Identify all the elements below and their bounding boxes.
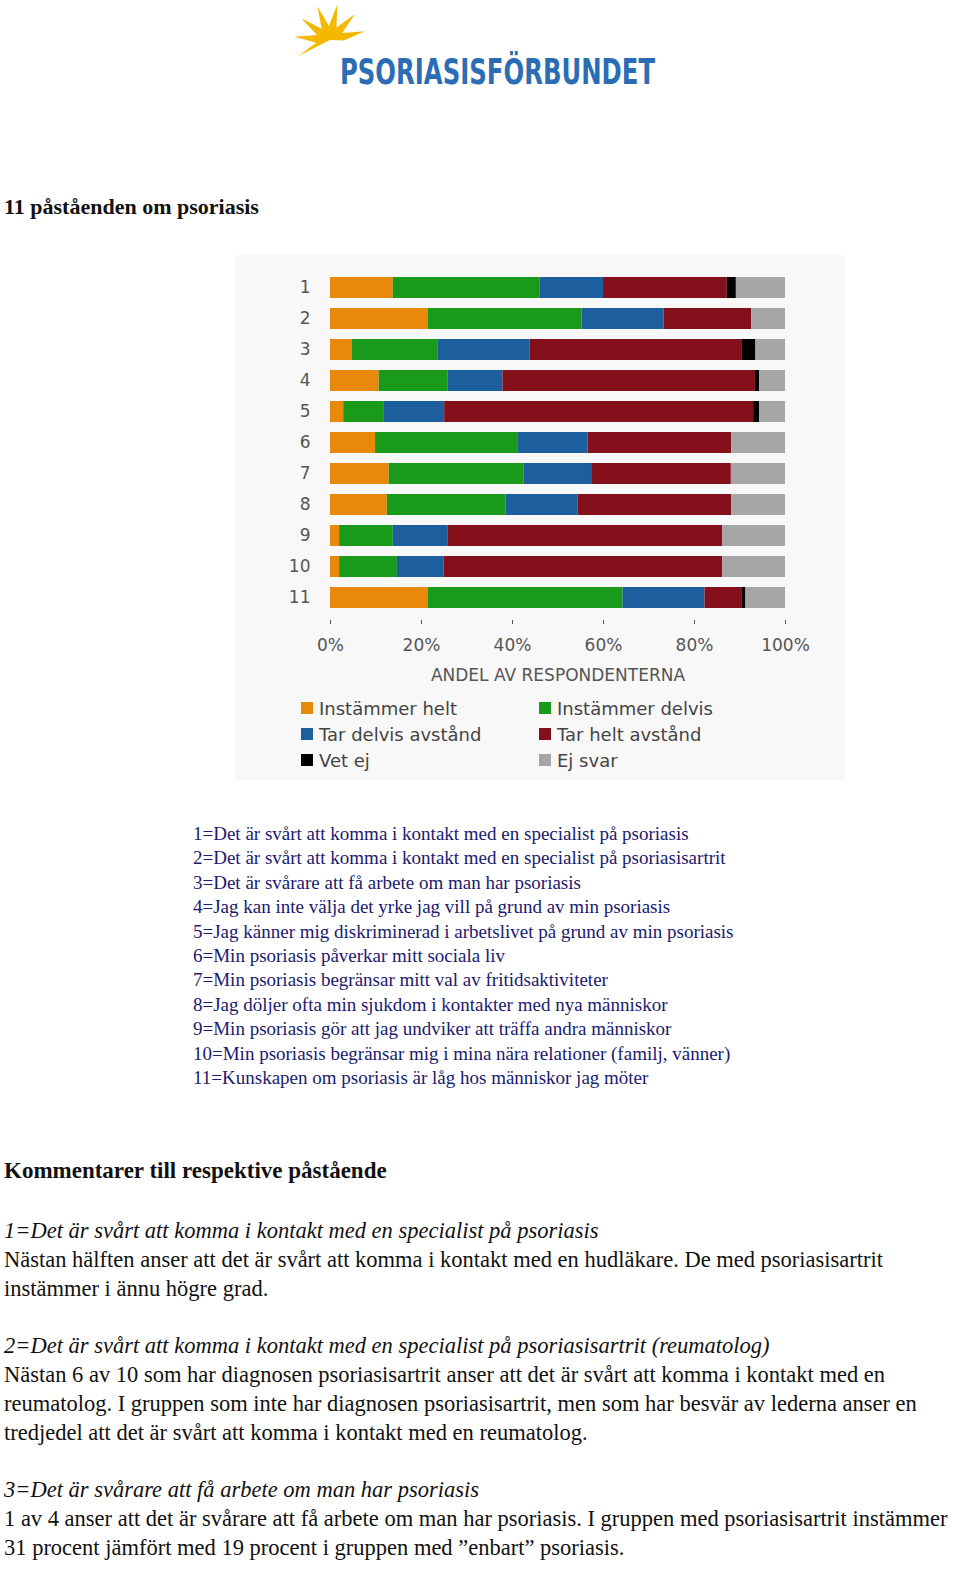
html-text:Instämmer helt: Instämmer helt — [319, 697, 457, 719]
svg-text:11: 11 — [289, 587, 311, 607]
html-text:Tar delvis avstånd: Tar delvis avstånd — [319, 723, 482, 745]
svg-text:0%: 0% — [317, 635, 344, 655]
html-text:10=Min psoriasis begränsar mig: 10=Min psoriasis begränsar mig i mina nä… — [193, 1042, 731, 1064]
svg-text:8: 8 — [300, 494, 311, 514]
html-text:5=Jag känner mig diskriminerad: 5=Jag känner mig diskriminerad i arbetsl… — [193, 920, 734, 942]
html-text:11=Kunskapen om psoriasis är l: 11=Kunskapen om psoriasis är låg hos män… — [193, 1067, 649, 1089]
svg-text:ANDEL AV RESPONDENTERNA: ANDEL AV RESPONDENTERNA — [431, 665, 686, 685]
html-text:3=Det är svårare att få arbete: 3=Det är svårare att få arbete om man ha… — [4, 1477, 479, 1502]
svg-text:20%: 20% — [403, 635, 441, 655]
svg-text:9: 9 — [300, 525, 311, 545]
html-text:Ej svar: Ej svar — [557, 749, 618, 771]
svg-text:1: 1 — [300, 277, 311, 297]
html-text:Kommentarer till respektive på: Kommentarer till respektive påstående — [4, 1158, 387, 1183]
html-text:Vet ej: Vet ej — [319, 749, 370, 771]
svg-text:100%: 100% — [761, 635, 810, 655]
svg-text:60%: 60% — [585, 635, 623, 655]
svg-text:5: 5 — [300, 401, 311, 421]
html-text:1=Det är svårt att komma i kon: 1=Det är svårt att komma i kontakt med e… — [193, 823, 689, 844]
html-text:4=Jag kan inte välja det yrke: 4=Jag kan inte välja det yrke jag vill p… — [193, 896, 671, 918]
html-text:Nästan 6 av 10 som har diagnos: Nästan 6 av 10 som har diagnosen psorias… — [4, 1362, 917, 1445]
html-text:8=Jag döljer ofta min sjukdom: 8=Jag döljer ofta min sjukdom i kontakte… — [193, 993, 668, 1015]
svg-text:4: 4 — [300, 370, 311, 390]
svg-text:80%: 80% — [676, 635, 714, 655]
html-text:Nästan hälften anser att det ä: Nästan hälften anser att det är svårt at… — [4, 1247, 884, 1301]
svg-text:40%: 40% — [494, 635, 532, 655]
html-text:3=Det är svårare att få arbete: 3=Det är svårare att få arbete om man ha… — [193, 871, 581, 893]
svg-text:2: 2 — [300, 308, 311, 328]
html-text:9=Min psoriasis gör att jag un: 9=Min psoriasis gör att jag undviker att… — [193, 1018, 672, 1040]
svg-text:10: 10 — [289, 556, 311, 576]
html-text:1=Det är svårt att komma i kon: 1=Det är svårt att komma i kontakt med e… — [4, 1218, 599, 1243]
svg-text:7: 7 — [300, 463, 311, 483]
html-text:7=Min psoriasis begränsar mitt: 7=Min psoriasis begränsar mitt val av fr… — [193, 969, 608, 991]
svg-text:3: 3 — [300, 339, 311, 359]
html-text:Tar helt avstånd: Tar helt avstånd — [557, 723, 702, 745]
svg-text:6: 6 — [300, 432, 311, 452]
html-text:2=Det är svårt att komma i kon: 2=Det är svårt att komma i kontakt med e… — [4, 1333, 770, 1358]
html-text:11 påståenden om psoriasis: 11 påståenden om psoriasis — [4, 194, 259, 219]
svg-text:PSORIASISFÖRBUNDET: PSORIASISFÖRBUNDET — [340, 51, 655, 92]
html-text:6=Min psoriasis påverkar mitt: 6=Min psoriasis påverkar mitt sociala li… — [193, 945, 505, 966]
html-text:Instämmer delvis: Instämmer delvis — [557, 697, 713, 719]
html-text:1 av 4 anser att det är svårar: 1 av 4 anser att det är svårare att få a… — [4, 1506, 948, 1560]
html-text:2=Det är svårt att komma i kon: 2=Det är svårt att komma i kontakt med e… — [193, 847, 726, 869]
